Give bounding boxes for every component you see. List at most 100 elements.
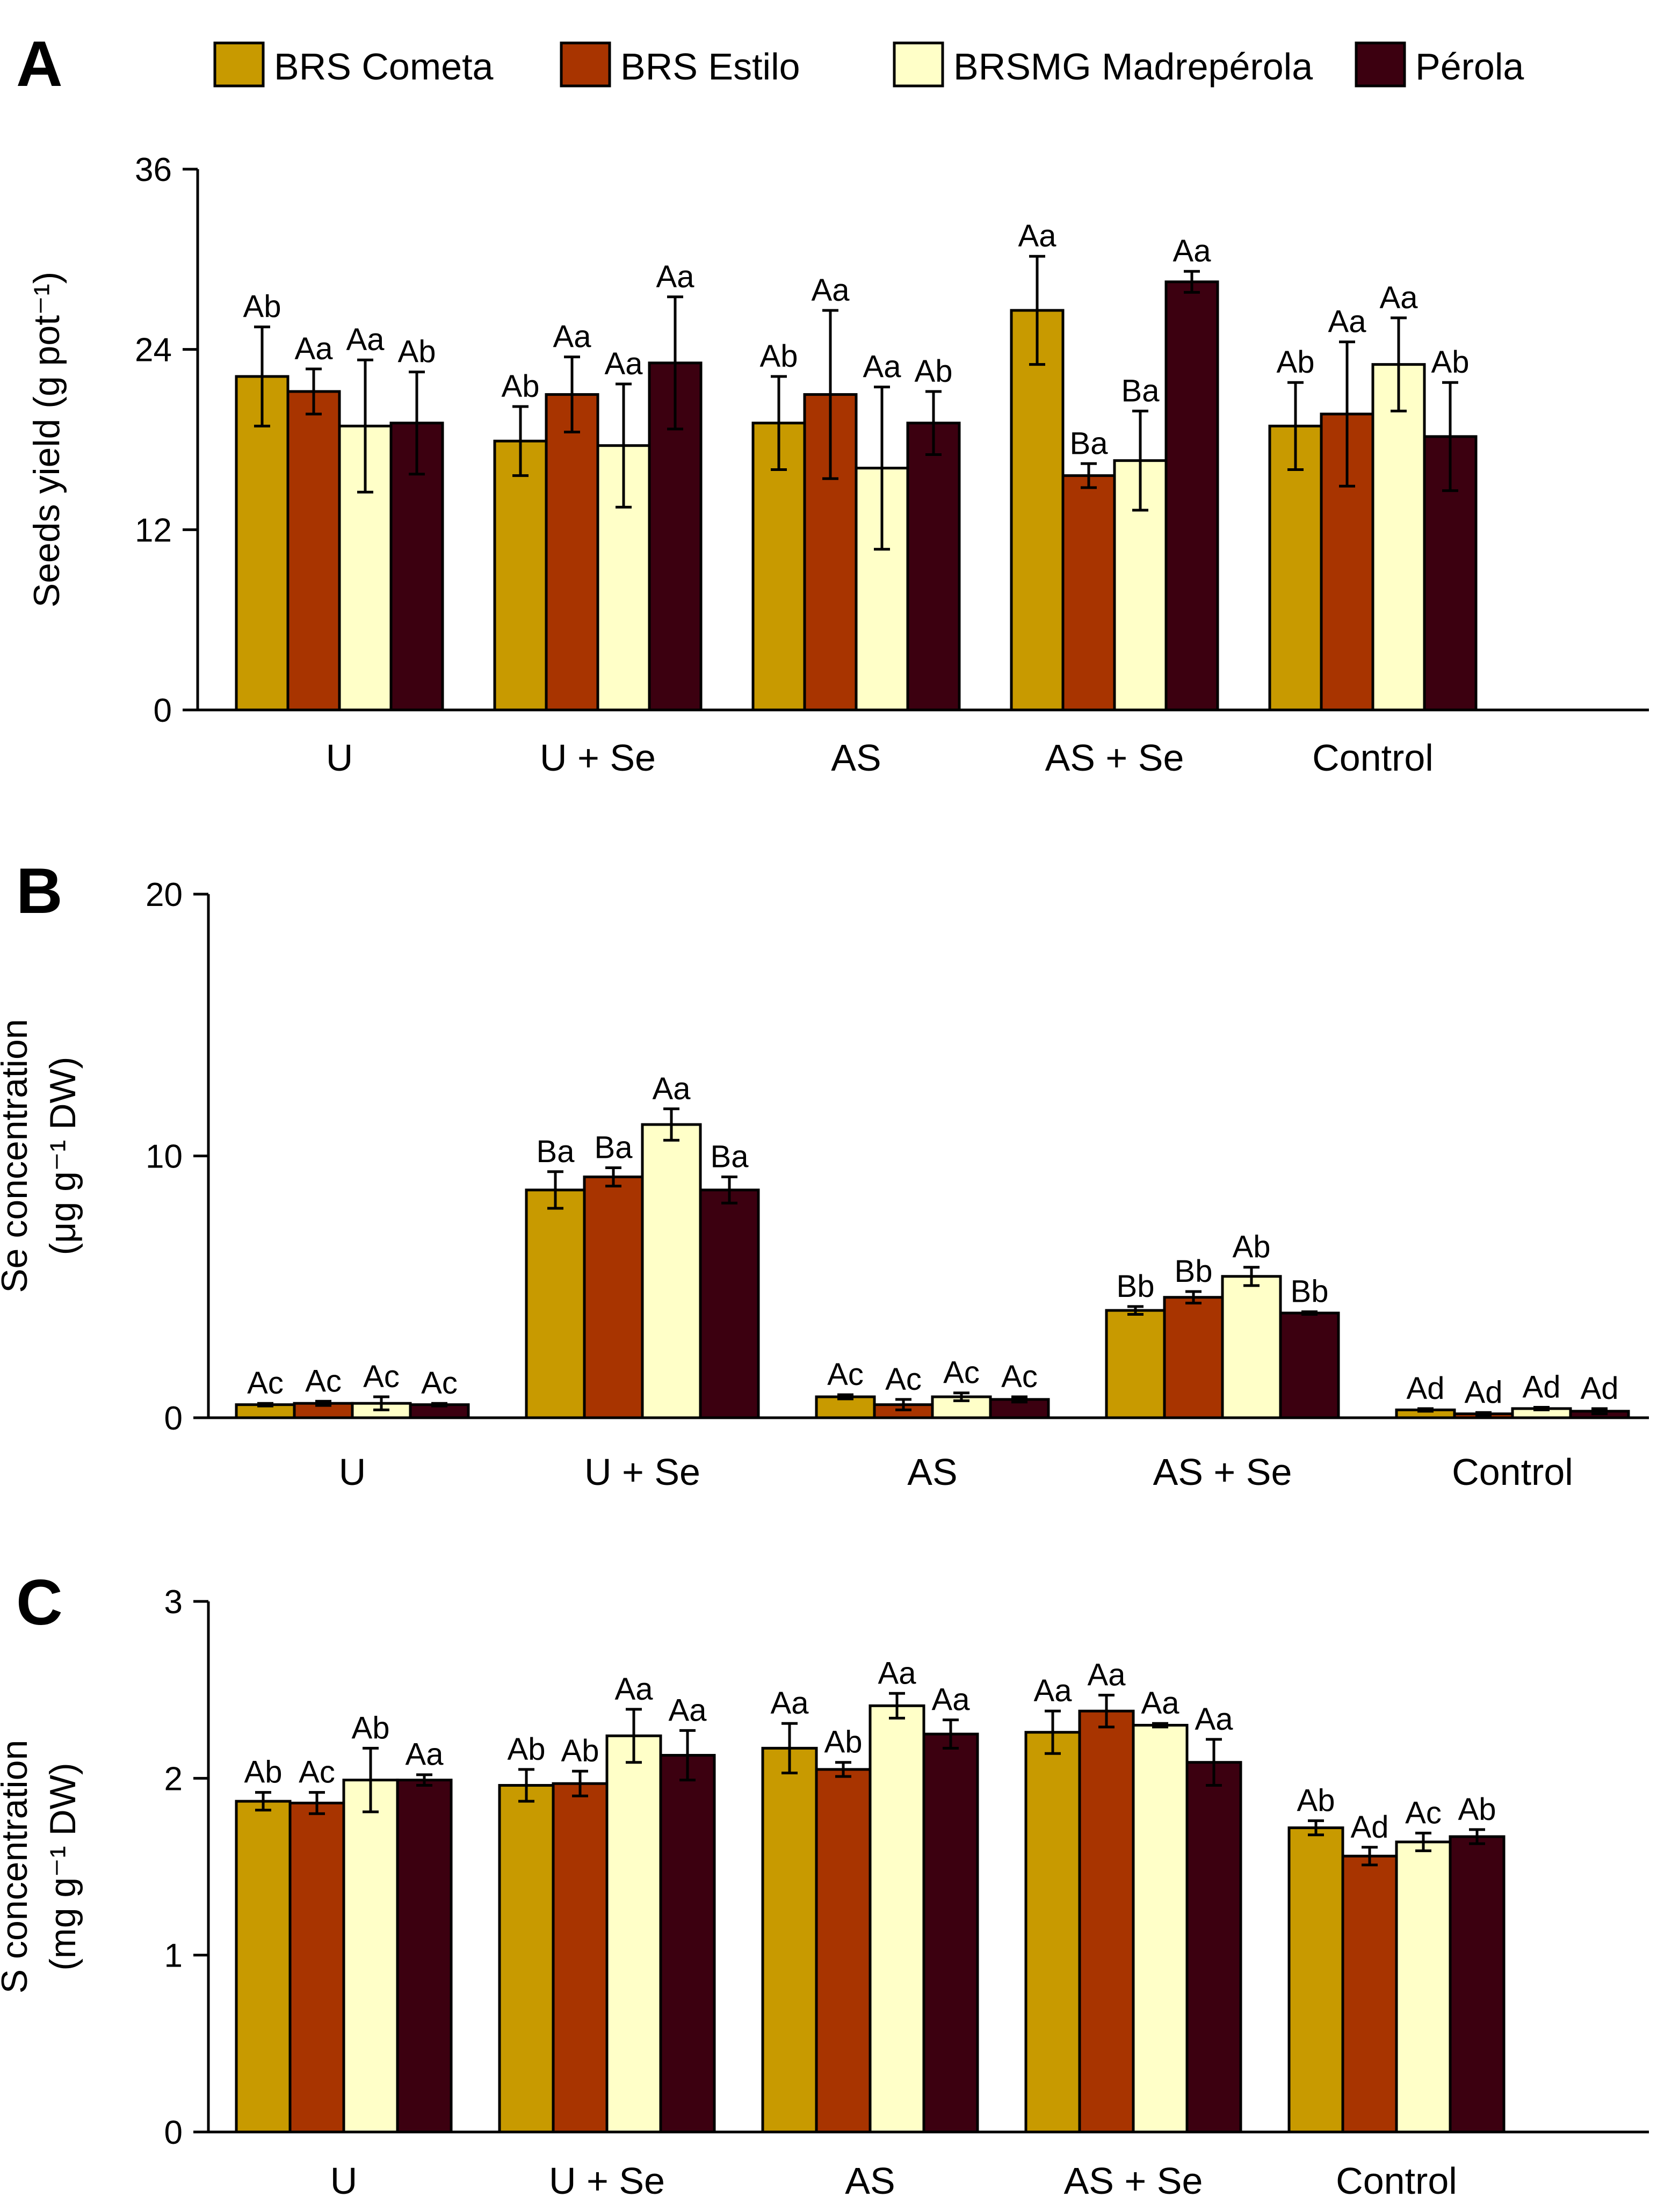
- panel-b-u-plus-se-brs-cometa-error-bar: [547, 1170, 563, 1210]
- panel-c-as-plus-se-brs-cometa-bar: [1024, 1731, 1081, 2134]
- panel-a-xtick-u-plus-se: U + Se: [540, 737, 656, 779]
- panel-b-xtick-as: AS: [907, 1451, 957, 1493]
- panel-c-control-perola-bar: [1449, 1835, 1506, 2134]
- panel-c-as-brs-estilo-label: Ab: [824, 1725, 863, 1760]
- panel-a-u-plus-se-brs-cometa-label: Ab: [502, 369, 540, 404]
- panel-a-u-plus-se-brs-cometa-bar: [493, 439, 548, 712]
- panel-b-as-perola-error-bar: [1011, 1395, 1027, 1404]
- panel-a-ytick-label-24: 24: [135, 332, 172, 369]
- panel-b-xtick-control: Control: [1452, 1451, 1573, 1493]
- panel-b-u-plus-se-brs-estilo-bar: [583, 1176, 644, 1419]
- panel-c-letter: C: [16, 1566, 63, 1638]
- panel-c-ytick-label-0: 0: [164, 2114, 183, 2151]
- panel-c-u-plus-se-brsmg-madreperola-bar: [605, 1734, 662, 2134]
- panel-c-ytick-label-1: 1: [164, 1938, 183, 1975]
- panel-b-u-plus-se-brsmg-madreperola-label: Aa: [653, 1071, 691, 1106]
- panel-c-control-perola-error-bar: [1469, 1828, 1485, 1845]
- panel-b-control-perola-error-bar: [1591, 1407, 1608, 1416]
- panel-c-as-plus-se-brs-estilo-label: Aa: [1088, 1658, 1126, 1693]
- panel-a-xtick-as: AS: [831, 737, 881, 779]
- legend-item-brs-cometa: BRS Cometa: [213, 41, 494, 88]
- panel-b-control-brs-estilo-error-bar: [1475, 1411, 1492, 1417]
- panel-a-u-plus-se-brs-estilo-label: Aa: [553, 320, 592, 354]
- panel-b-y-axis-title: Se concentration (μg g⁻¹ DW): [0, 1019, 83, 1293]
- panel-a-u-perola-label: Ab: [398, 335, 436, 369]
- panel-a-u-brs-cometa-label: Ab: [243, 289, 281, 324]
- panel-a-as-plus-se-brs-cometa-error-bar: [1029, 255, 1045, 366]
- panel-b-letter: B: [16, 855, 63, 927]
- panel-a-as-brs-cometa-label: Ab: [760, 339, 798, 374]
- panel-b-u-plus-se-brs-cometa-label: Ba: [537, 1134, 575, 1169]
- panel-c-as-plus-se-brsmg-madreperola-error-bar: [1152, 1722, 1168, 1729]
- panel-a-u-brs-estilo-error-bar: [306, 367, 322, 416]
- panel-a-xtick-u: U: [326, 737, 353, 779]
- panel-a-as-perola-label: Ab: [915, 354, 953, 389]
- panel-b-as-perola-label: Ac: [1001, 1359, 1038, 1394]
- panel-c-y-axis-title-line-1: S concentration: [0, 1740, 35, 1994]
- panel-b: B 0 10 20 Se concentration (μg g⁻¹ DW) U Ac Ac Ac…: [0, 855, 1649, 1493]
- panel-c-as-brs-cometa-label: Aa: [771, 1686, 809, 1721]
- panel-c-ytick-label-2: 2: [164, 1760, 183, 1797]
- panel-c-as-perola-error-bar: [943, 1718, 959, 1750]
- panel-c-u-plus-se-brs-cometa-bar: [498, 1784, 555, 2134]
- panel-a-as-plus-se-brs-estilo-bar: [1061, 474, 1116, 712]
- panel-b-u-plus-se-brs-estilo-label: Ba: [595, 1130, 633, 1165]
- panel-a-u-plus-se-brs-cometa-error-bar: [512, 405, 529, 477]
- legend-label-perola: Pérola: [1415, 46, 1524, 88]
- panel-c-u-plus-se-perola-bar: [659, 1754, 716, 2134]
- panel-c-y-axis-title-line-2: (mg g⁻¹ DW): [42, 1763, 83, 1970]
- panel-c-as-brsmg-madreperola-label: Aa: [878, 1656, 917, 1691]
- panel-b-as-plus-se-brs-estilo-bar: [1163, 1296, 1224, 1419]
- panel-c-as-plus-se-perola-label: Aa: [1195, 1702, 1234, 1737]
- panel-b-u-brsmg-madreperola-error-bar: [373, 1395, 389, 1411]
- panel-c-u-plus-se-brsmg-madreperola-error-bar: [626, 1708, 642, 1764]
- panel-a-control-perola-error-bar: [1442, 381, 1458, 492]
- panel-a-as-brs-estilo-label: Aa: [812, 273, 850, 308]
- panel-c-u-plus-se-brs-cometa-error-bar: [518, 1768, 534, 1803]
- panel-c-u-plus-se-brs-estilo-bar: [552, 1782, 609, 2134]
- panel-c-u-brsmg-madreperola-label: Ab: [352, 1710, 390, 1745]
- panel-b-as-plus-se-brsmg-madreperola-bar: [1221, 1275, 1282, 1419]
- panel-c-xtick-control: Control: [1336, 2160, 1457, 2202]
- panel-b-as-plus-se-brs-estilo-error-bar: [1185, 1290, 1202, 1304]
- panel-c-as-plus-se-brs-cometa-error-bar: [1045, 1709, 1061, 1755]
- panel-b-u-brs-estilo-label: Ac: [305, 1364, 342, 1398]
- panel-c-as-brs-estilo-error-bar: [835, 1761, 851, 1778]
- panel-b-as-brs-estilo-label: Ac: [885, 1362, 922, 1397]
- legend: BRS Cometa BRS Estilo BRSMG Madrepérola Pér…: [213, 41, 1524, 88]
- panel-c-control-brsmg-madreperola-error-bar: [1415, 1831, 1431, 1852]
- panel-b-as-brs-cometa-label: Ac: [827, 1357, 864, 1392]
- legend-label-brs-estilo: BRS Estilo: [620, 46, 800, 88]
- panel-b-ytick-label-0: 0: [164, 1400, 183, 1437]
- panel-c-control-brs-cometa-label: Ab: [1297, 1783, 1335, 1818]
- panel-c-ytick-label-3: 3: [164, 1584, 183, 1621]
- panel-a-ytick-label-12: 12: [135, 512, 172, 549]
- panel-c-as-plus-se-brs-estilo-error-bar: [1098, 1694, 1114, 1729]
- panel-b-as-brsmg-madreperola-label: Ac: [943, 1355, 980, 1390]
- panel-b-u-brs-cometa-error-bar: [257, 1402, 273, 1408]
- panel-b-as-plus-se-brsmg-madreperola-label: Ab: [1233, 1230, 1271, 1265]
- panel-c-control-brs-cometa-error-bar: [1308, 1819, 1324, 1837]
- panel-c-u-plus-se-brs-estilo-label: Ab: [561, 1734, 599, 1768]
- legend-swatch-brs-estilo: [560, 41, 611, 88]
- panel-a-u-plus-se-perola-label: Aa: [656, 259, 695, 294]
- panel-b-u-brs-estilo-error-bar: [315, 1399, 331, 1407]
- panel-c-u-plus-se-brs-estilo-error-bar: [572, 1769, 588, 1797]
- panel-b-y-axis-title-line-2: (μg g⁻¹ DW): [42, 1057, 83, 1256]
- panel-b-ytick-label-20: 20: [146, 876, 183, 913]
- panel-c-u-brsmg-madreperola-error-bar: [363, 1746, 379, 1814]
- panel-b-y-axis-title-line-1: Se concentration: [0, 1019, 35, 1293]
- panel-b-xtick-u: U: [339, 1451, 366, 1493]
- panel-c-u-brs-estilo-label: Ac: [299, 1755, 335, 1790]
- panel-c-u-brs-estilo-error-bar: [309, 1791, 325, 1815]
- panel-b-as-brs-cometa-error-bar: [837, 1393, 853, 1401]
- panel-a-as-perola-error-bar: [925, 390, 942, 456]
- panel-c-as-brsmg-madreperola-bar: [869, 1704, 925, 2134]
- panel-a-as-brsmg-madreperola-label: Aa: [863, 350, 902, 385]
- panel-c-control-brs-estilo-label: Ad: [1351, 1810, 1389, 1845]
- panel-a-ytick-label-36: 36: [135, 151, 172, 188]
- panel-c: C 0 1 2 3 S concentration(mg g⁻¹ DW) U Ab Ac Ab Aa…: [0, 1566, 1649, 2202]
- panel-c-xtick-as: AS: [845, 2160, 895, 2202]
- panel-a-as-brs-cometa-error-bar: [771, 375, 787, 471]
- panel-b-u-brs-cometa-label: Ac: [247, 1366, 284, 1401]
